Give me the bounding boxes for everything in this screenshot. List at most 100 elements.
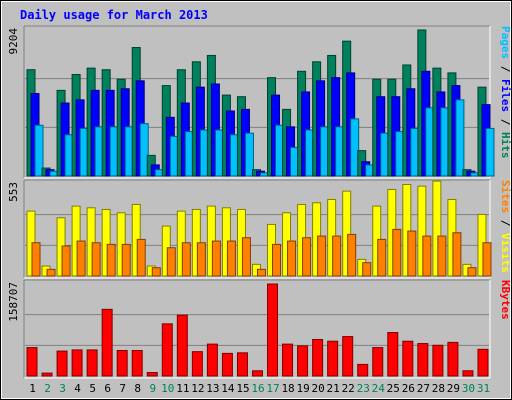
bar-kbytes-22 xyxy=(342,336,354,377)
x-tick-label: 9 xyxy=(149,382,156,395)
bar-sites-12 xyxy=(196,242,206,277)
x-tick-label: 18 xyxy=(281,382,294,395)
x-tick-label: 16 xyxy=(251,382,264,395)
bar-visits-27 xyxy=(417,185,427,277)
bar-pages-22 xyxy=(350,118,360,177)
bar-kbytes-31 xyxy=(477,348,489,377)
bar-kbytes-25 xyxy=(387,332,399,377)
bar-pages-31 xyxy=(485,127,495,177)
x-tick-label: 12 xyxy=(191,382,204,395)
bar-sites-21 xyxy=(332,235,342,277)
bar-sites-22 xyxy=(347,233,357,277)
panel-max-label: 158707 xyxy=(7,282,20,322)
bar-kbytes-9 xyxy=(146,372,158,377)
x-tick-label: 17 xyxy=(266,382,279,395)
bar-kbytes-3 xyxy=(56,350,68,377)
legend-entry: / xyxy=(499,59,512,79)
legend-entry: Hits xyxy=(499,132,512,159)
panels: 9204 Pages / Files / Hits 553 Sites / Visit… xyxy=(7,25,512,379)
bar-sites-29 xyxy=(452,232,462,277)
bar-kbytes-23 xyxy=(357,363,369,377)
bar-kbytes-13 xyxy=(206,343,218,377)
bar-sites-18 xyxy=(287,240,297,277)
bar-pages-1 xyxy=(34,124,44,177)
bar-sites-16 xyxy=(256,268,266,277)
panel-max-label: 9204 xyxy=(7,28,20,55)
bar-kbytes-12 xyxy=(191,351,203,377)
bar-kbytes-11 xyxy=(176,314,188,377)
bar-sites-14 xyxy=(226,240,236,277)
x-tick-label: 2 xyxy=(44,382,51,395)
x-tick-label: 11 xyxy=(176,382,189,395)
bar-sites-10 xyxy=(166,247,176,277)
panel-1: 9204 Pages / Files / Hits xyxy=(7,25,512,179)
bar-kbytes-5 xyxy=(86,349,98,377)
x-axis-labels: 1 2 3 4 5 6 7 8 9 10 11 12 13 14 15 16 17 18 19 20 21 22 23 24 2… xyxy=(29,382,490,395)
bar-kbytes-17 xyxy=(267,283,279,377)
x-tick-label: 22 xyxy=(342,382,355,395)
x-tick-label: 15 xyxy=(236,382,249,395)
bar-sites-1 xyxy=(31,242,41,277)
bar-sites-30 xyxy=(467,267,477,277)
panel-legend: Sites / Visits xyxy=(499,180,512,273)
bar-sites-23 xyxy=(362,262,372,277)
legend-entry: Pages xyxy=(499,26,512,59)
bar-sites-8 xyxy=(136,238,146,277)
x-tick-label: 20 xyxy=(312,382,325,395)
bar-kbytes-29 xyxy=(447,341,459,377)
x-tick-label: 14 xyxy=(221,382,235,395)
bar-sites-24 xyxy=(377,238,387,277)
x-tick-label: 6 xyxy=(104,382,111,395)
legend-entry: Files xyxy=(499,79,512,112)
x-tick-label: 7 xyxy=(119,382,126,395)
bar-kbytes-6 xyxy=(101,308,113,377)
bar-kbytes-15 xyxy=(236,352,248,377)
chart-title: Daily usage for March 2013 xyxy=(20,8,208,22)
bar-kbytes-16 xyxy=(251,370,263,377)
bar-kbytes-14 xyxy=(221,352,233,377)
panel-legend: Pages / Files / Hits xyxy=(499,26,512,159)
x-tick-label: 3 xyxy=(59,382,66,395)
bar-kbytes-4 xyxy=(71,349,83,377)
bar-kbytes-2 xyxy=(41,372,53,377)
bar-sites-11 xyxy=(181,242,191,277)
bar-sites-3 xyxy=(61,245,71,277)
bar-kbytes-1 xyxy=(26,347,38,377)
legend-entry: / xyxy=(499,213,512,233)
x-tick-label: 19 xyxy=(296,382,309,395)
panel-legend: KBytes xyxy=(499,280,512,320)
bar-sites-27 xyxy=(422,235,432,277)
bar-visits-28 xyxy=(432,180,442,277)
bar-visits-5 xyxy=(86,207,96,277)
bar-kbytes-27 xyxy=(417,343,429,377)
bar-kbytes-28 xyxy=(432,344,444,377)
bar-pages-29 xyxy=(455,99,465,177)
x-tick-label: 25 xyxy=(387,382,400,395)
bar-visits-6 xyxy=(101,208,111,277)
x-tick-label: 31 xyxy=(477,382,490,395)
bar-sites-15 xyxy=(241,237,251,277)
bar-visits-26 xyxy=(402,183,412,277)
bar-sites-19 xyxy=(302,237,312,277)
bar-kbytes-20 xyxy=(312,338,324,377)
panel-max-label: 553 xyxy=(7,182,20,202)
bar-sites-4 xyxy=(76,240,86,277)
bar-sites-26 xyxy=(407,230,417,277)
x-tick-label: 13 xyxy=(206,382,219,395)
x-tick-label: 29 xyxy=(447,382,460,395)
bar-kbytes-30 xyxy=(462,370,474,377)
x-tick-label: 8 xyxy=(134,382,141,395)
bar-kbytes-18 xyxy=(282,343,294,377)
x-tick-label: 4 xyxy=(74,382,81,395)
x-tick-label: 28 xyxy=(432,382,445,395)
bar-kbytes-7 xyxy=(116,349,128,377)
bar-visits-22 xyxy=(342,190,352,277)
bar-pages-8 xyxy=(139,123,149,177)
bar-pages-15 xyxy=(244,132,254,177)
x-tick-label: 10 xyxy=(161,382,174,395)
bar-sites-28 xyxy=(437,235,447,277)
legend-entry: Sites xyxy=(499,180,512,213)
bar-kbytes-19 xyxy=(297,345,309,377)
